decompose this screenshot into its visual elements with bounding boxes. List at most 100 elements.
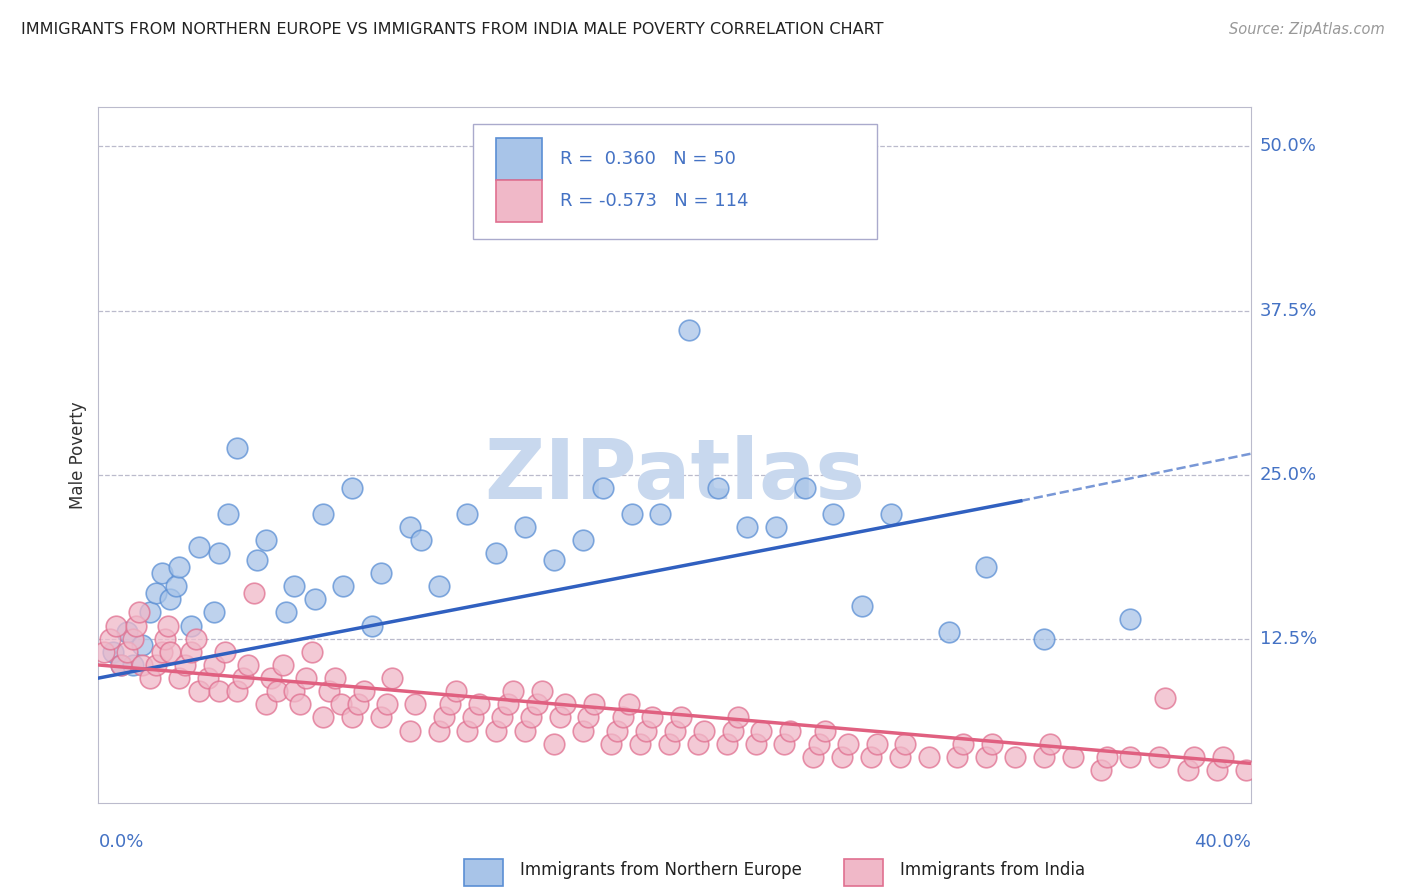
Point bbox=[707, 481, 730, 495]
Point bbox=[93, 645, 115, 659]
Point bbox=[1153, 690, 1175, 705]
Point bbox=[526, 698, 548, 712]
Point bbox=[295, 671, 318, 685]
Point bbox=[765, 520, 787, 534]
Point bbox=[751, 723, 773, 738]
Point bbox=[520, 710, 543, 724]
Point bbox=[543, 737, 565, 751]
Point bbox=[101, 645, 124, 659]
Point bbox=[779, 723, 801, 738]
Point bbox=[117, 625, 138, 640]
Point bbox=[1119, 749, 1142, 764]
Point bbox=[150, 645, 173, 659]
Point bbox=[793, 481, 815, 495]
Point bbox=[238, 657, 260, 672]
Point bbox=[332, 579, 354, 593]
Point bbox=[186, 632, 208, 646]
Point bbox=[411, 533, 433, 548]
Point bbox=[225, 442, 247, 456]
Point bbox=[548, 710, 571, 724]
Point bbox=[456, 507, 478, 521]
Point bbox=[866, 737, 889, 751]
Point bbox=[274, 606, 297, 620]
Point bbox=[346, 698, 368, 712]
Point bbox=[353, 684, 375, 698]
Text: 37.5%: 37.5% bbox=[1260, 301, 1317, 319]
Point bbox=[735, 520, 758, 534]
Point bbox=[202, 657, 225, 672]
Point bbox=[217, 507, 239, 521]
Point bbox=[513, 723, 536, 738]
Point bbox=[543, 553, 565, 567]
Point bbox=[283, 579, 305, 593]
Text: R = -0.573   N = 114: R = -0.573 N = 114 bbox=[560, 192, 748, 210]
Point bbox=[744, 737, 766, 751]
Point bbox=[917, 749, 939, 764]
Point bbox=[405, 698, 427, 712]
Point bbox=[807, 737, 830, 751]
Text: IMMIGRANTS FROM NORTHERN EUROPE VS IMMIGRANTS FROM INDIA MALE POVERTY CORRELATIO: IMMIGRANTS FROM NORTHERN EUROPE VS IMMIG… bbox=[21, 22, 883, 37]
Point bbox=[814, 723, 837, 738]
Text: 0.0%: 0.0% bbox=[98, 833, 143, 851]
Point bbox=[208, 546, 231, 560]
Point bbox=[531, 684, 554, 698]
Point bbox=[1177, 763, 1199, 777]
Point bbox=[461, 710, 484, 724]
Point bbox=[381, 671, 404, 685]
Point bbox=[139, 671, 162, 685]
Text: Immigrants from India: Immigrants from India bbox=[900, 861, 1085, 879]
Point bbox=[1119, 612, 1142, 626]
Point bbox=[188, 540, 211, 554]
Point bbox=[312, 507, 335, 521]
Point bbox=[974, 749, 997, 764]
Point bbox=[312, 710, 335, 724]
Point bbox=[370, 710, 392, 724]
Point bbox=[686, 737, 709, 751]
FancyBboxPatch shape bbox=[496, 180, 543, 222]
Point bbox=[433, 710, 456, 724]
Point bbox=[159, 592, 181, 607]
Point bbox=[571, 533, 593, 548]
Point bbox=[254, 698, 277, 712]
Point bbox=[361, 618, 384, 632]
Point bbox=[318, 684, 340, 698]
Point bbox=[859, 749, 882, 764]
Point bbox=[304, 592, 326, 607]
Point bbox=[290, 698, 312, 712]
Point bbox=[128, 606, 150, 620]
Point bbox=[131, 657, 153, 672]
Point bbox=[167, 671, 190, 685]
Point bbox=[650, 507, 672, 521]
Point bbox=[202, 606, 225, 620]
Text: Immigrants from Northern Europe: Immigrants from Northern Europe bbox=[520, 861, 801, 879]
Point bbox=[246, 553, 269, 567]
Point bbox=[606, 723, 628, 738]
Point bbox=[197, 671, 219, 685]
Text: 40.0%: 40.0% bbox=[1195, 833, 1251, 851]
Point bbox=[439, 698, 461, 712]
Point bbox=[167, 559, 190, 574]
Point bbox=[721, 723, 744, 738]
Point bbox=[271, 657, 294, 672]
Point bbox=[889, 749, 911, 764]
Point bbox=[1038, 737, 1062, 751]
Point bbox=[188, 684, 211, 698]
Point bbox=[122, 657, 145, 672]
Text: 25.0%: 25.0% bbox=[1260, 466, 1317, 483]
Point bbox=[456, 723, 478, 738]
Point bbox=[592, 481, 614, 495]
Text: R =  0.360   N = 50: R = 0.360 N = 50 bbox=[560, 150, 735, 169]
Point bbox=[159, 645, 181, 659]
Point bbox=[180, 618, 202, 632]
Point bbox=[837, 737, 859, 751]
Point bbox=[427, 579, 450, 593]
Point bbox=[502, 684, 524, 698]
Text: 50.0%: 50.0% bbox=[1260, 137, 1316, 155]
Point bbox=[641, 710, 664, 724]
Point bbox=[981, 737, 1004, 751]
Point bbox=[571, 723, 593, 738]
Point bbox=[208, 684, 231, 698]
Point bbox=[938, 625, 960, 640]
Point bbox=[427, 723, 450, 738]
FancyBboxPatch shape bbox=[472, 124, 877, 239]
